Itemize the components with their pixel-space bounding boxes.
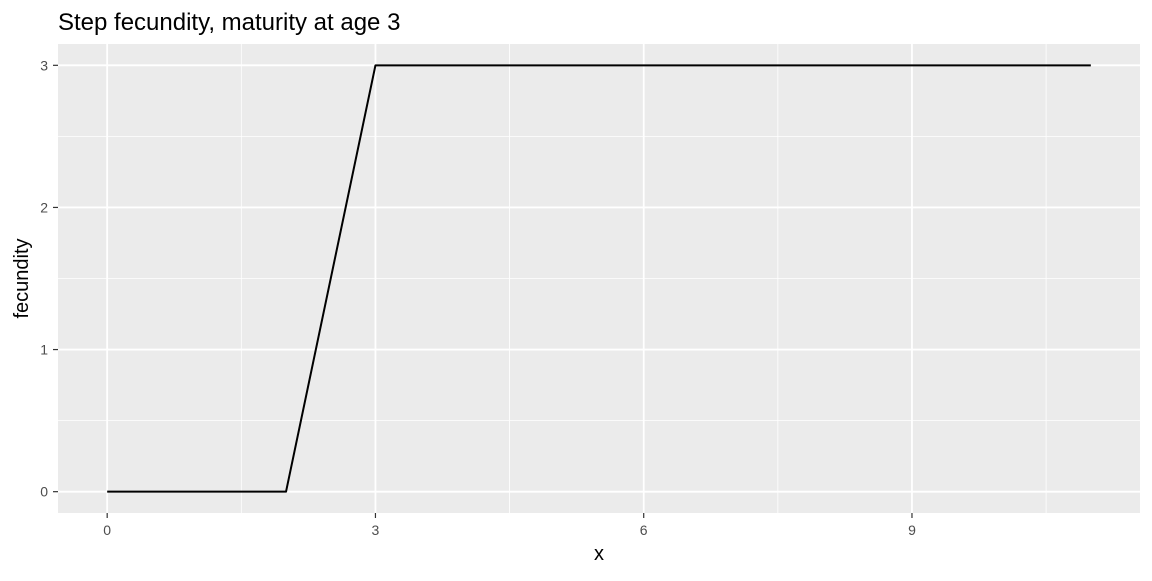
x-tick-label: 9 [908,522,916,538]
x-tick-label: 6 [640,522,648,538]
series-line [107,64,1091,493]
x-tick-label: 3 [372,522,380,538]
x-axis: 0 3 6 9 [103,513,916,538]
y-axis: 0 1 2 3 [40,57,58,500]
y-tick-label: 2 [40,199,48,215]
series-layer [107,64,1091,493]
x-axis-title: x [594,543,604,565]
y-tick-label: 0 [40,484,48,500]
y-axis-title: fecundity [11,238,33,318]
chart-title: Step fecundity, maturity at age 3 [58,9,400,36]
y-tick-label: 3 [40,57,48,73]
minor-grid [58,44,1140,513]
y-tick-label: 1 [40,342,48,358]
x-tick-label: 0 [103,522,111,538]
